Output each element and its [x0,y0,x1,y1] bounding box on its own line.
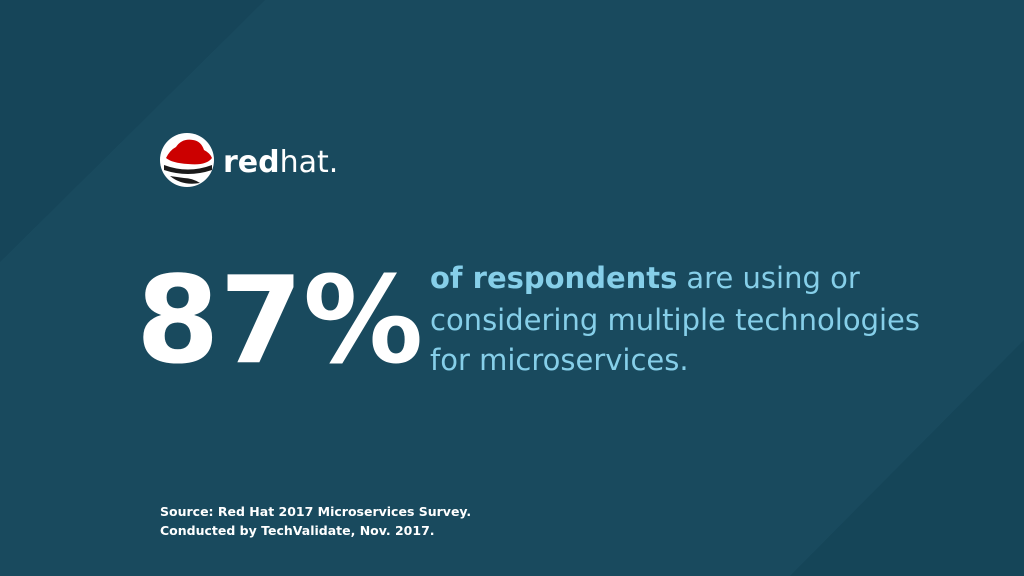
stat-value: 87% [136,252,423,391]
logo: redhat. [160,133,338,187]
logo-band [164,165,212,174]
corner-shade [0,0,265,262]
logo-text: redhat. [223,145,338,180]
source: Source: Red Hat 2017 Microservices Surve… [160,504,471,538]
source-line: Source: Red Hat 2017 Microservices Surve… [160,504,471,519]
statement-emphasis: of respondents [430,261,677,295]
logo-light: hat. [280,145,339,180]
logo-hat [166,139,212,165]
logo-bold: red [223,145,280,180]
statement-line: of respondents are using or [430,261,860,295]
statement-line: for microservices. [430,343,689,377]
statement-line: considering multiple technologies [430,303,920,337]
logo-face [170,176,200,184]
corner-shade [790,340,1024,576]
source-line: Conducted by TechValidate, Nov. 2017. [160,523,435,538]
statement-text: are using or [686,261,859,295]
statement: of respondents are using or considering m… [430,261,920,377]
